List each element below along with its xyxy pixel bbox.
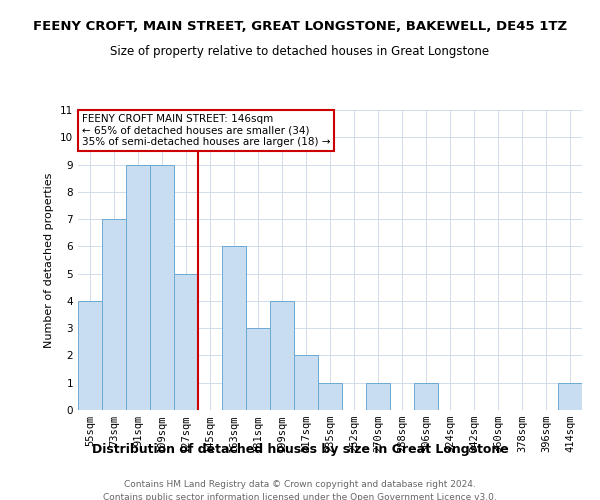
Bar [246,328,270,410]
Y-axis label: Number of detached properties: Number of detached properties [44,172,55,348]
Text: FEENY CROFT MAIN STREET: 146sqm
← 65% of detached houses are smaller (34)
35% of: FEENY CROFT MAIN STREET: 146sqm ← 65% of… [82,114,330,148]
Bar [366,382,390,410]
Bar [174,274,198,410]
Bar [102,219,126,410]
Bar [150,164,174,410]
Bar [414,382,438,410]
Bar [318,382,342,410]
Text: FEENY CROFT, MAIN STREET, GREAT LONGSTONE, BAKEWELL, DE45 1TZ: FEENY CROFT, MAIN STREET, GREAT LONGSTON… [33,20,567,33]
Text: Contains HM Land Registry data © Crown copyright and database right 2024.
Contai: Contains HM Land Registry data © Crown c… [103,480,497,500]
Bar [126,164,150,410]
Bar [78,301,102,410]
Bar [558,382,582,410]
Bar [222,246,246,410]
Text: Distribution of detached houses by size in Great Longstone: Distribution of detached houses by size … [92,442,508,456]
Bar [270,301,294,410]
Text: Size of property relative to detached houses in Great Longstone: Size of property relative to detached ho… [110,45,490,58]
Bar [294,356,318,410]
